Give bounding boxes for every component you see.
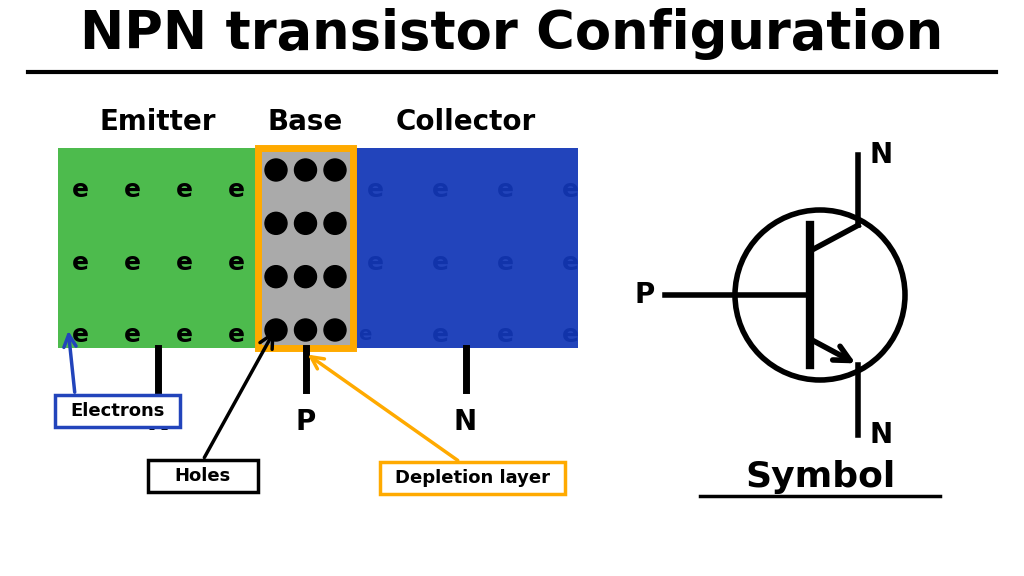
Text: e: e bbox=[227, 178, 245, 202]
Text: P: P bbox=[635, 281, 655, 309]
Text: e: e bbox=[497, 323, 513, 347]
Text: e: e bbox=[358, 325, 372, 344]
Text: e: e bbox=[367, 251, 384, 275]
Text: N: N bbox=[870, 141, 893, 169]
Circle shape bbox=[295, 319, 316, 341]
Text: N: N bbox=[870, 421, 893, 449]
Text: e: e bbox=[175, 251, 193, 275]
Text: e: e bbox=[175, 323, 193, 347]
Text: e: e bbox=[497, 178, 513, 202]
Text: e: e bbox=[72, 323, 88, 347]
Text: Base: Base bbox=[268, 108, 343, 136]
Text: e: e bbox=[561, 323, 579, 347]
Text: Electrons: Electrons bbox=[71, 402, 165, 420]
Bar bbox=[55, 395, 180, 427]
Bar bbox=[58, 148, 258, 348]
Circle shape bbox=[295, 266, 316, 287]
Text: Collector: Collector bbox=[395, 108, 536, 136]
Circle shape bbox=[324, 159, 346, 181]
Text: e: e bbox=[72, 178, 88, 202]
Text: Symbol: Symbol bbox=[744, 460, 895, 494]
Text: e: e bbox=[561, 251, 579, 275]
Text: e: e bbox=[124, 251, 140, 275]
Text: e: e bbox=[72, 251, 88, 275]
Text: e: e bbox=[124, 178, 140, 202]
Text: Holes: Holes bbox=[175, 467, 231, 485]
Text: e: e bbox=[431, 323, 449, 347]
Circle shape bbox=[324, 213, 346, 234]
Text: Emitter: Emitter bbox=[99, 108, 216, 136]
Text: e: e bbox=[227, 251, 245, 275]
Text: e: e bbox=[227, 323, 245, 347]
Bar bbox=[380, 462, 565, 494]
Bar bbox=[353, 148, 578, 348]
Circle shape bbox=[324, 266, 346, 287]
Text: P: P bbox=[295, 408, 315, 436]
Text: e: e bbox=[497, 251, 513, 275]
Text: e: e bbox=[175, 178, 193, 202]
Text: N: N bbox=[146, 408, 170, 436]
Text: e: e bbox=[431, 251, 449, 275]
Circle shape bbox=[265, 159, 287, 181]
Circle shape bbox=[295, 213, 316, 234]
Circle shape bbox=[295, 159, 316, 181]
Text: N: N bbox=[454, 408, 477, 436]
Text: e: e bbox=[561, 178, 579, 202]
Text: NPN transistor Configuration: NPN transistor Configuration bbox=[80, 8, 944, 60]
Circle shape bbox=[324, 319, 346, 341]
Circle shape bbox=[265, 319, 287, 341]
Bar bbox=[258, 148, 353, 348]
Circle shape bbox=[265, 266, 287, 287]
Text: e: e bbox=[431, 178, 449, 202]
Text: e: e bbox=[367, 178, 384, 202]
Bar bbox=[148, 460, 258, 492]
Circle shape bbox=[265, 213, 287, 234]
Text: Depletion layer: Depletion layer bbox=[395, 469, 550, 487]
Text: e: e bbox=[124, 323, 140, 347]
